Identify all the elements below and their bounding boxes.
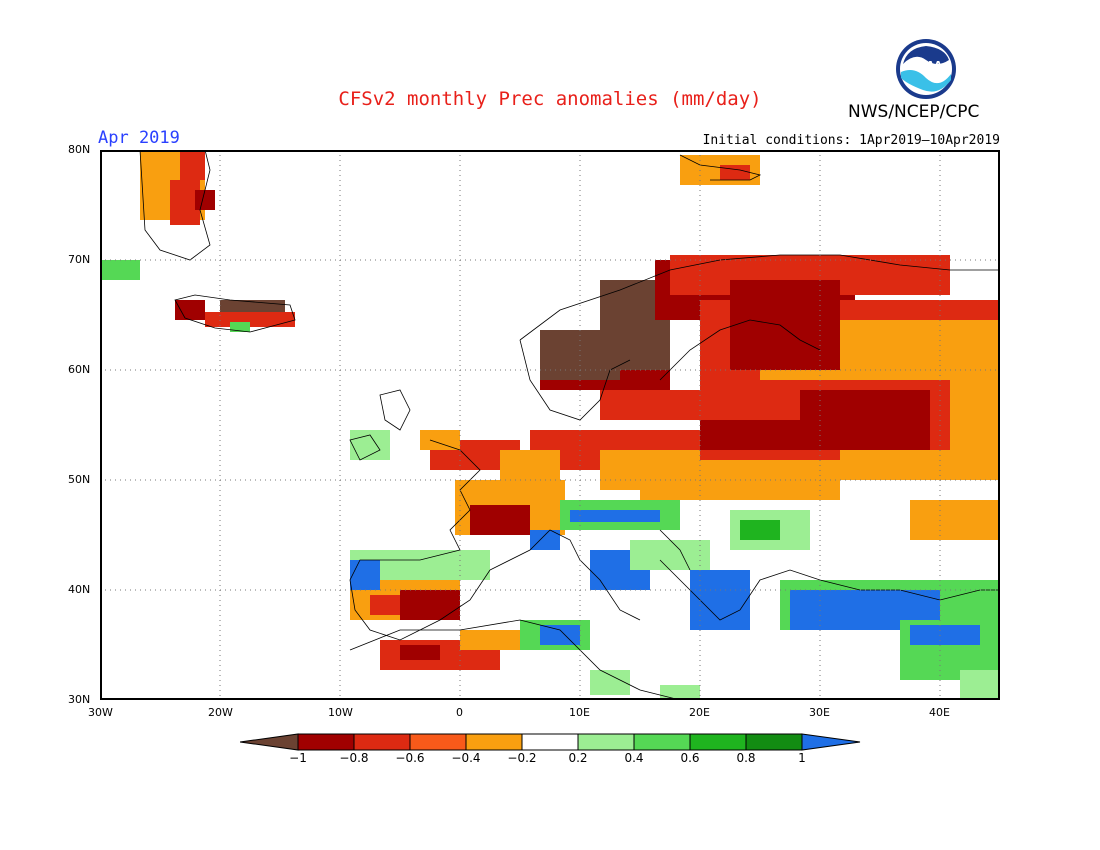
- colorbar-label: −0.4: [451, 751, 481, 765]
- colorbar-seg-3: [409, 733, 467, 751]
- colorbar-label: 1: [798, 751, 806, 765]
- colorbar-seg-8: [689, 733, 747, 751]
- colorbar-arrow-low: [240, 733, 299, 751]
- lon-label-10e: 10E: [569, 706, 590, 719]
- colorbar-label: 0.4: [624, 751, 644, 765]
- lon-label-0: 0: [456, 706, 463, 719]
- colorbar-label: 0.6: [680, 751, 700, 765]
- precip-anomaly-map: [100, 150, 1000, 700]
- chart-title: CFSv2 monthly Prec anomalies (mm/day): [338, 88, 762, 110]
- lon-label-30w: 30W: [88, 706, 113, 719]
- anomaly-mediterranean: [520, 500, 1000, 700]
- colorbar-label: −1: [289, 751, 307, 765]
- colorbar-label: 0.2: [568, 751, 588, 765]
- colorbar-label: −0.8: [339, 751, 369, 765]
- lat-label-60n: 60N: [68, 363, 91, 376]
- agency-label: NWS/NCEP/CPC: [848, 102, 980, 122]
- logo-text: NOAA: [910, 60, 942, 71]
- colorbar: [240, 733, 861, 751]
- colorbar-seg-6: [577, 733, 635, 751]
- colorbar-label: −0.2: [507, 751, 537, 765]
- colorbar-seg-7: [633, 733, 691, 751]
- initial-conditions: Initial conditions: 1Apr2019–10Apr2019: [702, 133, 1000, 148]
- lon-label-20w: 20W: [208, 706, 233, 719]
- lon-label-10w: 10W: [328, 706, 353, 719]
- colorbar-seg-2: [353, 733, 411, 751]
- colorbar-label: 0.8: [736, 751, 756, 765]
- anomaly-greenland: [100, 150, 215, 280]
- forecast-month: Apr 2019: [98, 128, 180, 148]
- lat-lon-grid: [100, 150, 1000, 700]
- lat-label-40n: 40N: [68, 583, 91, 596]
- anomaly-eastern-europe: [420, 370, 1000, 540]
- colorbar-seg-5: [521, 733, 579, 751]
- colorbar-seg-9: [745, 733, 803, 751]
- noaa-logo: NOAA: [896, 39, 956, 99]
- anomaly-western-europe: [350, 430, 565, 670]
- lat-label-50n: 50N: [68, 473, 91, 486]
- colorbar-seg-1: [297, 733, 355, 751]
- lat-label-70n: 70N: [68, 253, 91, 266]
- colorbar-label: −0.6: [395, 751, 425, 765]
- lon-label-30e: 30E: [809, 706, 830, 719]
- lat-label-80n: 80N: [68, 143, 91, 156]
- map-frame: [100, 150, 1000, 700]
- colorbar-arrow-high: [801, 733, 861, 751]
- lon-label-20e: 20E: [689, 706, 710, 719]
- anomaly-iceland: [175, 300, 295, 332]
- colorbar-seg-4: [465, 733, 523, 751]
- coastlines: [139, 150, 1000, 700]
- lon-label-40e: 40E: [929, 706, 950, 719]
- lat-label-30n: 30N: [68, 693, 91, 706]
